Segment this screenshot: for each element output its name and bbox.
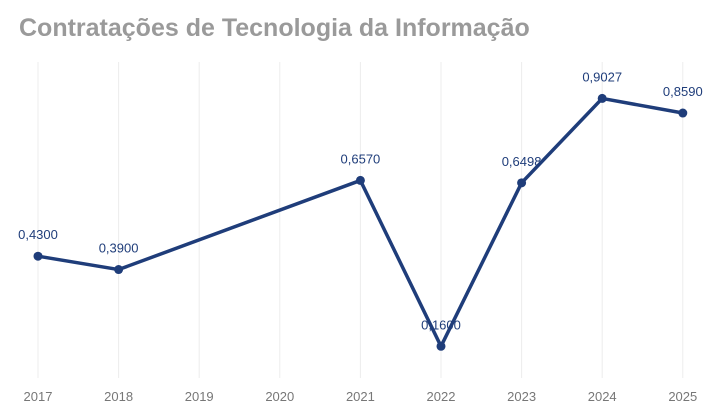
data-label-2021: 0,6570 [341, 151, 381, 166]
data-label-2018: 0,3900 [99, 241, 139, 256]
data-point-2022 [436, 341, 446, 351]
data-label-2023: 0,6498 [502, 154, 542, 169]
chart-title: Contratações de Tecnologia da Informação [19, 14, 530, 42]
x-tick-label-2023: 2023 [507, 389, 536, 404]
grid-lines [37, 62, 684, 378]
data-point-2021 [355, 175, 365, 185]
x-tick-label-2019: 2019 [185, 389, 214, 404]
x-tick-label-2025: 2025 [668, 389, 697, 404]
data-labels: 0,4300 0,3900 0,6570 0,1600 0,6498 0,9027 0,85… [18, 69, 703, 332]
x-tick-label-2020: 2020 [265, 389, 294, 404]
data-point-2025 [678, 108, 688, 118]
x-tick-label-2022: 2022 [427, 389, 456, 404]
data-label-2017: 0,4300 [18, 227, 58, 242]
data-point-2023 [517, 178, 527, 188]
x-tick-label-2018: 2018 [104, 389, 133, 404]
data-label-2025: 0,8590 [663, 84, 703, 99]
data-point-2024 [597, 93, 607, 103]
data-points [33, 93, 688, 351]
x-tick-label-2021: 2021 [346, 389, 375, 404]
x-axis-ticks: 2017 2018 2019 2020 2021 2022 2023 2024 2025 [24, 389, 698, 404]
x-tick-label-2024: 2024 [588, 389, 617, 404]
data-label-2022: 0,1600 [421, 317, 461, 332]
data-point-2018 [114, 265, 124, 275]
x-tick-label-2017: 2017 [24, 389, 53, 404]
data-label-2024: 0,9027 [582, 69, 622, 84]
data-point-2017 [33, 251, 43, 261]
